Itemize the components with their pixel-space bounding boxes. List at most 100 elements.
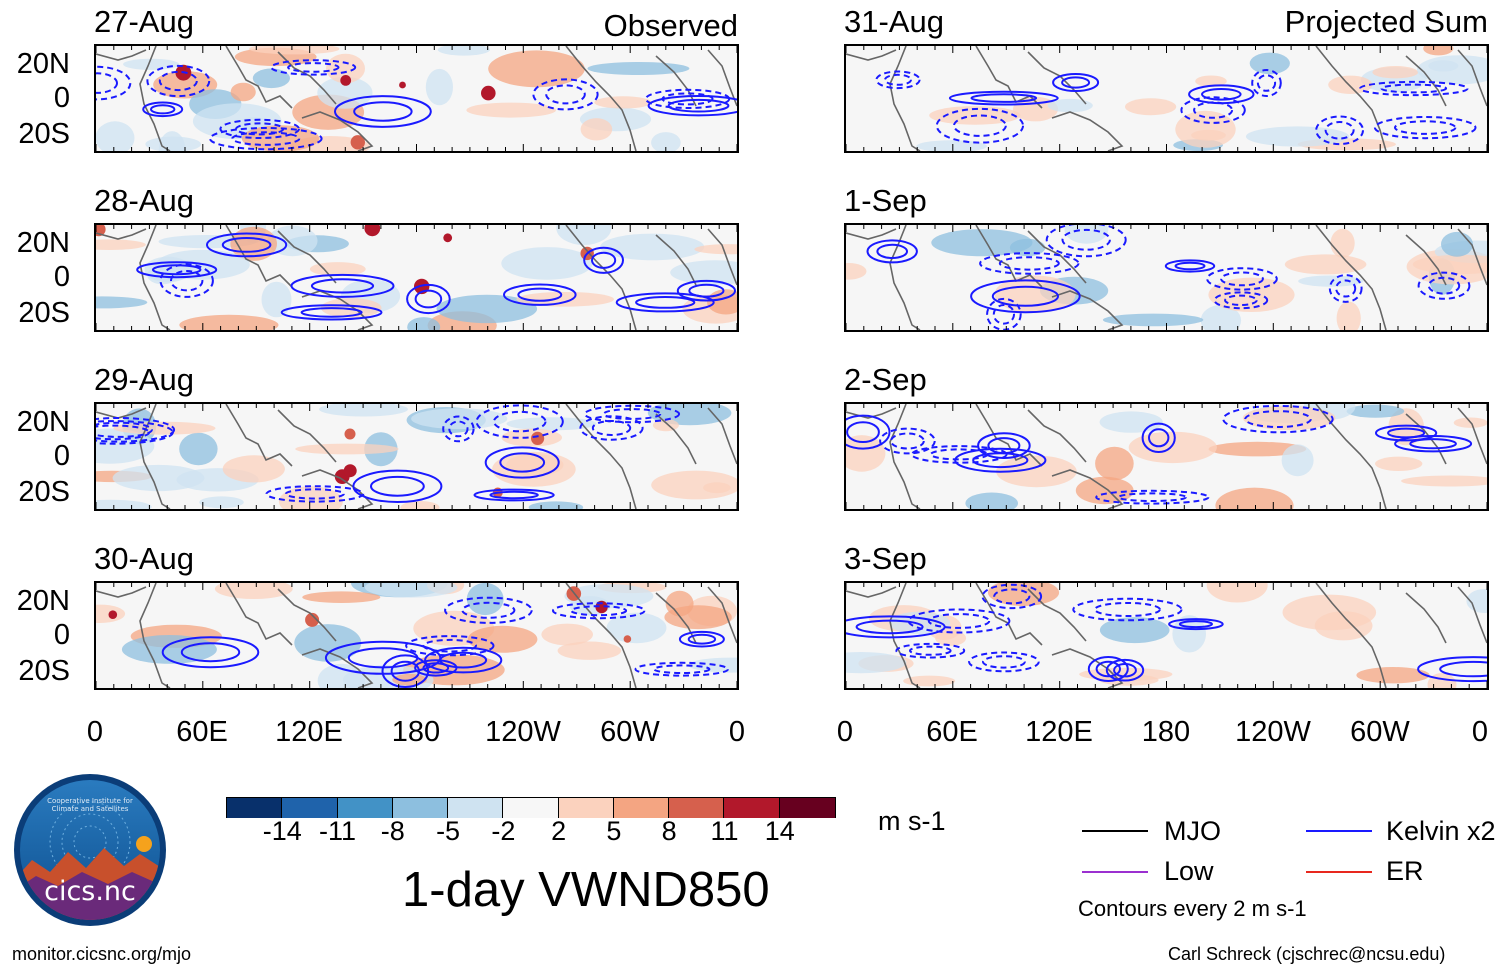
wind-shading xyxy=(1099,617,1170,644)
lat-label-20s-row1: 20S xyxy=(18,118,70,150)
panel-date-left-2: 28-Aug xyxy=(94,183,194,218)
wind-shading xyxy=(425,68,453,106)
panel-date-right-4: 3-Sep xyxy=(844,541,927,576)
wind-shading xyxy=(600,233,705,261)
wind-shading xyxy=(488,50,585,88)
kelvin-contour xyxy=(687,633,717,645)
colorbar-tick-label: 14 xyxy=(764,816,795,846)
wind-maximum xyxy=(364,225,381,237)
kelvin-contour xyxy=(370,475,425,497)
wind-shading xyxy=(1195,75,1227,87)
kelvin-contour xyxy=(473,488,555,502)
kelvin-contour xyxy=(1417,656,1487,683)
coastline xyxy=(975,225,1043,288)
wind-shading xyxy=(1298,275,1364,287)
kelvin-contour xyxy=(968,651,1040,673)
wind-maximum xyxy=(481,85,496,101)
kelvin-contour xyxy=(1095,660,1121,678)
map-panel-27-aug xyxy=(94,44,739,153)
lat-label-20s-row2: 20S xyxy=(18,297,70,329)
kelvin-contour xyxy=(265,485,365,503)
wind-maximum xyxy=(340,75,352,86)
coastline xyxy=(1315,404,1387,509)
kelvin-contour xyxy=(998,256,1060,271)
kelvin-contour xyxy=(1206,267,1278,291)
kelvin-contour xyxy=(1224,294,1258,307)
coastline xyxy=(1051,648,1124,688)
kelvin-contour xyxy=(161,636,260,669)
wind-shading xyxy=(1191,129,1226,141)
kelvin-contour xyxy=(661,92,714,106)
wind-shading xyxy=(996,455,1077,488)
kelvin-contour xyxy=(1174,261,1206,271)
legend-line-er xyxy=(1306,871,1372,873)
wind-shading xyxy=(1423,46,1454,56)
wind-shading xyxy=(1064,225,1109,244)
wind-shading xyxy=(317,76,373,109)
colorbar-tick-label: -8 xyxy=(380,816,405,846)
wind-shading xyxy=(556,225,612,245)
wind-shading xyxy=(112,464,205,492)
coastline xyxy=(139,46,171,151)
wind-shading xyxy=(1441,231,1473,257)
kelvin-contour xyxy=(1201,88,1242,101)
panel-date-right-2: 1-Sep xyxy=(844,183,927,218)
legend-label-kelvin: Kelvin x2 xyxy=(1386,816,1496,846)
lon-label-right-120w: 120W xyxy=(1235,716,1311,748)
wind-maximum xyxy=(350,135,365,150)
kelvin-contour xyxy=(570,605,628,617)
kelvin-contour xyxy=(579,415,644,441)
kelvin-contour xyxy=(270,59,357,76)
wind-shading xyxy=(295,443,399,455)
colorbar-tick-label: -5 xyxy=(436,816,461,846)
kelvin-contour xyxy=(1141,422,1176,453)
kelvin-contour xyxy=(591,420,632,436)
wind-maximum xyxy=(623,635,632,643)
lon-label-left-120w: 120W xyxy=(485,716,561,748)
kelvin-contour xyxy=(1324,121,1355,140)
wind-shading xyxy=(1208,441,1307,457)
coastline xyxy=(96,49,147,61)
kelvin-contour xyxy=(324,640,442,675)
kelvin-contour xyxy=(310,278,375,294)
coastline xyxy=(301,111,374,151)
colorbar-cell xyxy=(503,798,559,818)
coastline xyxy=(889,583,921,688)
kelvin-contour xyxy=(424,646,503,674)
kelvin-contour xyxy=(334,95,432,128)
kelvin-contour xyxy=(300,307,363,318)
wind-shading xyxy=(965,492,1018,509)
wind-shading xyxy=(249,46,340,55)
wind-shading xyxy=(1336,301,1361,330)
wind-maximum xyxy=(343,464,357,478)
coastline xyxy=(96,407,147,419)
lat-label-0-row4: 0 xyxy=(53,619,70,651)
kelvin-contour xyxy=(1409,438,1457,450)
kelvin-contour xyxy=(866,239,918,264)
kelvin-contour xyxy=(1375,424,1438,442)
wind-shading xyxy=(703,482,731,494)
wind-shading xyxy=(1401,475,1487,487)
kelvin-contour xyxy=(876,243,909,259)
lon-label-left-60e: 60E xyxy=(176,716,228,748)
kelvin-contour xyxy=(993,588,1031,605)
kelvin-contour xyxy=(221,237,272,253)
legend-label-mjo: MJO xyxy=(1164,816,1221,846)
wind-shading xyxy=(1372,66,1419,79)
colorbar-cell xyxy=(669,798,725,818)
wind-shading xyxy=(1282,594,1377,631)
coastline xyxy=(1405,592,1447,644)
wind-shading xyxy=(1128,431,1217,464)
kelvin-contour xyxy=(952,114,1007,137)
logo-ring-text: Cooperative Institute for Climate and Sa… xyxy=(47,797,133,813)
kelvin-contour xyxy=(206,232,288,258)
lat-label-20n-row2: 20N xyxy=(16,227,70,259)
wind-shading xyxy=(506,417,597,431)
kelvin-contour xyxy=(489,490,539,500)
legend-line-mjo xyxy=(1082,830,1148,832)
lat-label-20n-row3: 20N xyxy=(16,406,70,438)
wind-shading xyxy=(158,131,186,151)
coastline xyxy=(225,225,293,288)
map-canvas xyxy=(96,225,737,330)
coastline xyxy=(1315,46,1387,151)
